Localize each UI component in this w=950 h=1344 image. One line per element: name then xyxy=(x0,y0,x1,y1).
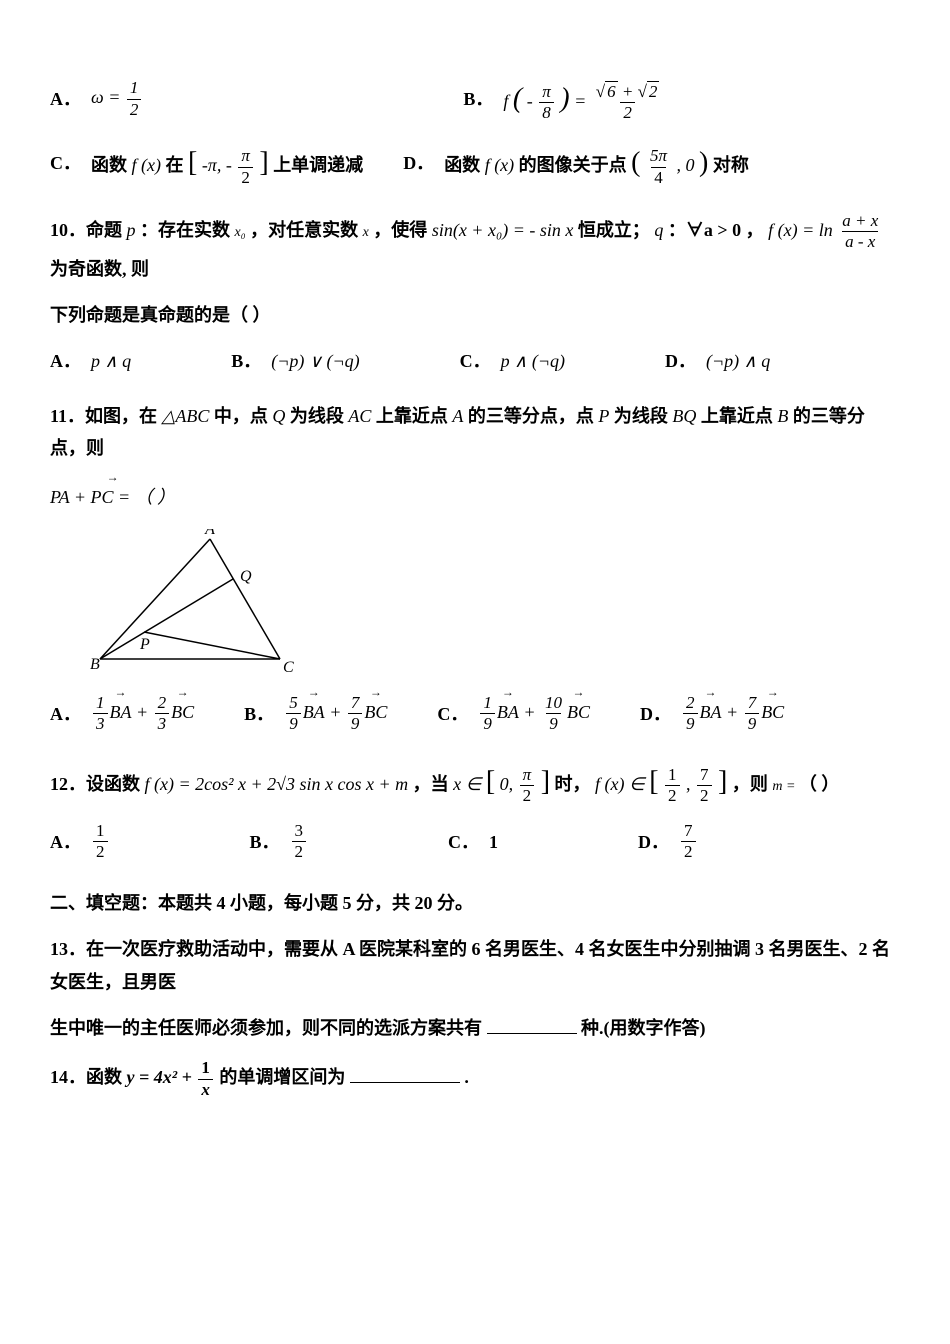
q9-optA: A． ω = 1 2 xyxy=(50,78,143,120)
q11: 11．如图，在 △ABC 中，点 Q 为线段 AC 上靠近点 A 的三等分点，点… xyxy=(50,400,900,465)
q13-blank xyxy=(487,1018,577,1034)
q12-optB: B． 32 xyxy=(250,821,309,863)
q10-line2: 下列命题是真命题的是（ ） xyxy=(50,299,900,331)
q9-row1: A． ω = 1 2 B． f ( - π 8 ) = √6 + √2 2 xyxy=(50,74,900,124)
q11-optD: D． 29BA + 79BC xyxy=(640,693,784,735)
q9-optB-label: B． xyxy=(463,83,493,115)
q9-optB-math: f ( - π 8 ) = √6 + √2 2 xyxy=(503,74,664,124)
section2-title: 二、填空题：本题共 4 小题，每小题 5 分，共 20 分。 xyxy=(50,887,900,919)
q9-row2: C． 函数 f (x) 在 [ -π, - π 2 ] 上单调递减 D． 函数 … xyxy=(50,138,900,188)
svg-text:Q: Q xyxy=(240,568,252,585)
q9-optD-text: 函数 f (x) 的图像关于点 ( 5π 4 , 0 ) 对称 xyxy=(444,138,749,188)
q10-optB: B． (¬p) ∨ (¬q) xyxy=(231,345,359,377)
q11-options: A． 13BA + 23BC B． 59BA + 79BC C． 19BA + … xyxy=(50,693,900,735)
svg-text:C: C xyxy=(283,659,294,676)
q10: 10．命题 p ：存在实数 x₀ ，对任意实数 x ，使得 sin(x + x₀… xyxy=(50,211,900,285)
q10-optC: C． p ∧ (¬q) xyxy=(460,345,565,377)
q10-optA: A． p ∧ q xyxy=(50,345,131,377)
q12-optC: C． 1 xyxy=(448,826,498,858)
q9-optB: B． f ( - π 8 ) = √6 + √2 2 xyxy=(463,74,664,124)
q11-optA: A． 13BA + 23BC xyxy=(50,693,194,735)
q14: 14．函数 y = 4x² + 1x 的单调增区间为 . xyxy=(50,1058,900,1100)
q10-optD: D． (¬p) ∧ q xyxy=(665,345,770,377)
q9-optC: C． 函数 f (x) 在 [ -π, - π 2 ] 上单调递减 xyxy=(50,138,363,188)
q11-eq: PA + PC = （ ） xyxy=(50,481,900,513)
q11-optB: B． 59BA + 79BC xyxy=(244,693,387,735)
q12-optA: A． 12 xyxy=(50,821,110,863)
q14-blank xyxy=(350,1067,460,1083)
svg-text:A: A xyxy=(204,529,215,538)
q13-line2: 生中唯一的主任医师必须参加，则不同的选派方案共有 种.(用数字作答) xyxy=(50,1012,900,1044)
q9-optD-label: D． xyxy=(403,147,434,179)
q9-optC-label: C． xyxy=(50,147,81,179)
q9-optD: D． 函数 f (x) 的图像关于点 ( 5π 4 , 0 ) 对称 xyxy=(403,138,749,188)
q9-optA-label: A． xyxy=(50,83,81,115)
q12: 12．设函数 f (x) = 2cos² x + 2√3 sin x cos x… xyxy=(50,757,900,807)
svg-text:P: P xyxy=(139,636,150,653)
triangle-diagram: A B C Q P xyxy=(80,529,320,679)
q10-options: A． p ∧ q B． (¬p) ∨ (¬q) C． p ∧ (¬q) D． (… xyxy=(50,345,900,377)
q9-optA-math: ω = 1 2 xyxy=(91,78,143,120)
q12-options: A． 12 B． 32 C． 1 D． 72 xyxy=(50,821,900,863)
svg-text:B: B xyxy=(90,656,100,673)
q9-optC-text: 函数 f (x) 在 [ -π, - π 2 ] 上单调递减 xyxy=(91,138,363,188)
q11-optC: C． 19BA + 109BC xyxy=(437,693,590,735)
q13-line1: 13．在一次医疗救助活动中，需要从 A 医院某科室的 6 名男医生、4 名女医生… xyxy=(50,933,900,998)
q12-optD: D． 72 xyxy=(638,821,698,863)
